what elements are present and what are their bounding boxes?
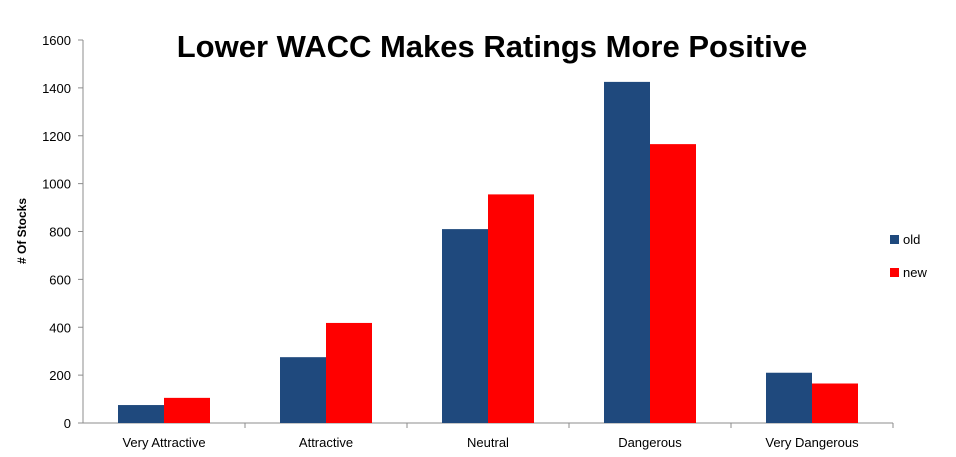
x-tick-label: Neutral xyxy=(467,435,509,450)
legend-swatch-new xyxy=(890,268,899,277)
bar-new-very-dangerous xyxy=(812,383,858,423)
legend-label-old: old xyxy=(903,232,920,247)
y-tick-label: 600 xyxy=(49,272,71,287)
bar-new-attractive xyxy=(326,322,372,423)
x-tick-label: Very Attractive xyxy=(122,435,205,450)
bar-old-very-dangerous xyxy=(766,372,812,423)
chart-title: Lower WACC Makes Ratings More Positive xyxy=(177,29,807,64)
bar-old-attractive xyxy=(280,357,326,423)
bar-old-neutral xyxy=(442,229,488,423)
legend: old new xyxy=(890,232,927,280)
x-tick-label: Dangerous xyxy=(618,435,682,450)
bars xyxy=(118,81,858,424)
y-tick-label: 0 xyxy=(64,416,71,431)
x-axis-ticks: Very Attractive Attractive Neutral Dangerou… xyxy=(122,423,894,450)
x-tick-label: Attractive xyxy=(299,435,353,450)
y-tick-label: 200 xyxy=(49,368,71,383)
y-tick-label: 1600 xyxy=(42,33,71,48)
bar-new-dangerous xyxy=(650,144,696,424)
y-axis-ticks: 0 200 400 600 800 1000 1200 1400 1600 xyxy=(42,33,83,431)
legend-label-new: new xyxy=(903,265,927,280)
bar-old-dangerous xyxy=(604,81,650,423)
y-tick-label: 800 xyxy=(49,225,71,240)
bar-new-very-attractive xyxy=(164,397,210,423)
y-tick-label: 1000 xyxy=(42,177,71,192)
bar-old-very-attractive xyxy=(118,405,164,423)
x-tick-label: Very Dangerous xyxy=(765,435,859,450)
y-tick-label: 1400 xyxy=(42,81,71,96)
y-tick-label: 1200 xyxy=(42,129,71,144)
y-tick-label: 400 xyxy=(49,320,71,335)
legend-swatch-old xyxy=(890,235,899,244)
y-axis-label: # Of Stocks xyxy=(15,198,29,264)
bar-new-neutral xyxy=(488,194,534,423)
